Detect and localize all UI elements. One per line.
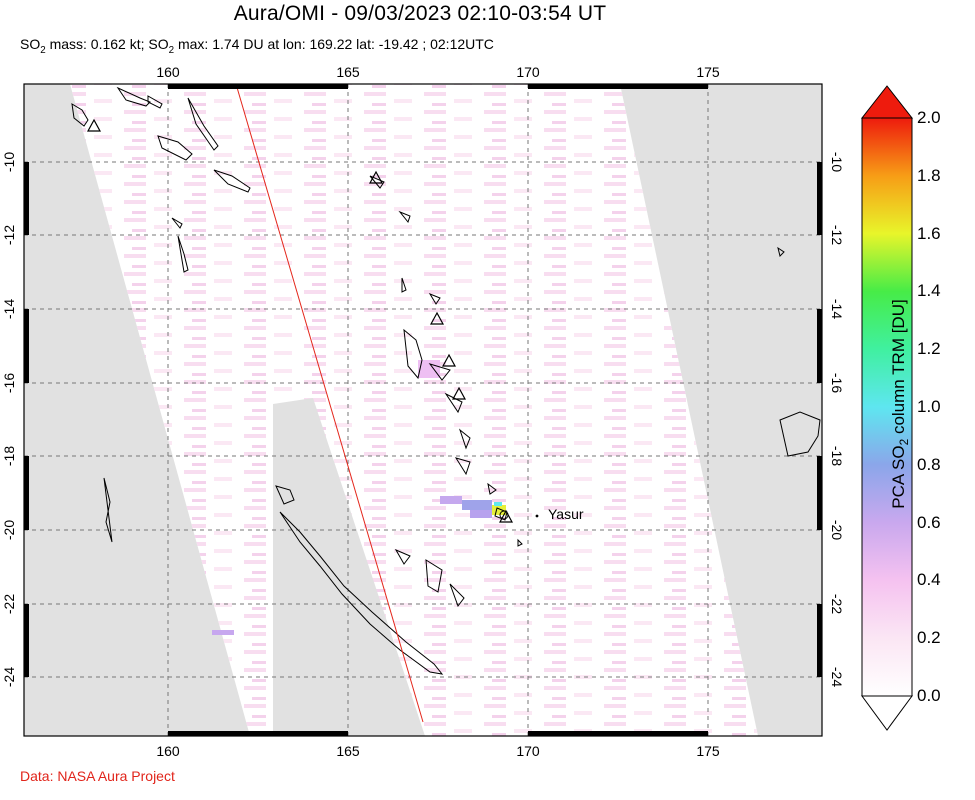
- colorbar-min-arrow: [861, 695, 913, 731]
- so2-plume: [212, 360, 506, 635]
- lat-tick-right: -24: [829, 667, 845, 687]
- lat-tick-left: -12: [1, 225, 17, 245]
- colorbar-tick: 2.0: [917, 108, 941, 127]
- yasur-dot: [535, 514, 539, 518]
- omi-swath-pixels: [70, 84, 758, 736]
- colorbar-tick: 1.8: [917, 165, 941, 185]
- volcano-marker: [429, 311, 445, 325]
- lat-tick-right: -10: [829, 152, 845, 172]
- volcano-marker: [86, 118, 102, 132]
- lat-tick-left: -20: [1, 520, 17, 540]
- lat-tick-right: -18: [829, 446, 845, 466]
- map-title: Aura/OMI - 09/03/2023 02:10-03:54 UT: [233, 2, 607, 25]
- lat-tick-right: -16: [829, 373, 845, 393]
- volcano-marker: [498, 509, 514, 523]
- satellite-track-line: [235, 84, 424, 723]
- volcano-label-yasur: Yasur: [548, 506, 584, 522]
- lat-tick-left: -18: [1, 446, 17, 466]
- colorbar: [861, 117, 913, 697]
- colorbar-tick: 1.6: [917, 223, 941, 243]
- lat-tick-left: -22: [1, 594, 17, 614]
- yasur-marker: [499, 510, 509, 520]
- lon-tick-top: 165: [336, 64, 360, 80]
- axis-scale-bars: [24, 84, 822, 736]
- volcano-marker: [441, 353, 457, 367]
- colorbar-label: PCA SO2 column TRM [DU]: [888, 299, 912, 509]
- colorbar-max-arrow: [860, 85, 914, 119]
- lon-tick-top: 160: [156, 64, 180, 80]
- lon-tick-top: 175: [696, 64, 720, 80]
- lon-tick-top: 170: [516, 64, 540, 80]
- lat-tick-left: -10: [1, 152, 17, 172]
- colorbar-tick: 0.6: [917, 512, 941, 532]
- volcano-marker: [451, 386, 467, 400]
- colorbar-tick: 0.4: [917, 570, 941, 590]
- lon-tick-bottom: 170: [516, 743, 540, 759]
- lon-tick-bottom: 160: [156, 743, 180, 759]
- so2-summary: SO2 mass: 0.162 kt; SO2 max: 1.74 DU at …: [20, 36, 494, 56]
- colorbar-tick: 1.2: [917, 339, 941, 359]
- colorbar-tick: 1.0: [917, 397, 941, 416]
- colorbar-tick: 1.4: [917, 281, 941, 301]
- lat-tick-left: -14: [1, 299, 17, 319]
- colorbar-tick: 0.0: [917, 686, 941, 705]
- volcano-marker: [368, 170, 384, 184]
- colorbar-tick: 0.8: [917, 454, 941, 474]
- lat-tick-left: -24: [1, 667, 17, 687]
- map-frame: [23, 83, 823, 737]
- lat-tick-right: -20: [829, 520, 845, 540]
- lat-tick-right: -14: [829, 299, 845, 319]
- coastlines: [71, 86, 821, 675]
- lat-tick-right: -22: [829, 594, 845, 614]
- lat-tick-left: -16: [1, 373, 17, 393]
- lat-tick-right: -12: [829, 225, 845, 245]
- data-credit: Data: NASA Aura Project: [20, 768, 175, 784]
- missing-data-gap: [273, 398, 425, 736]
- lon-tick-bottom: 175: [696, 743, 720, 759]
- lon-tick-bottom: 165: [336, 743, 360, 759]
- lat-lon-grid: [24, 84, 822, 736]
- colorbar-tick: 0.2: [917, 628, 941, 648]
